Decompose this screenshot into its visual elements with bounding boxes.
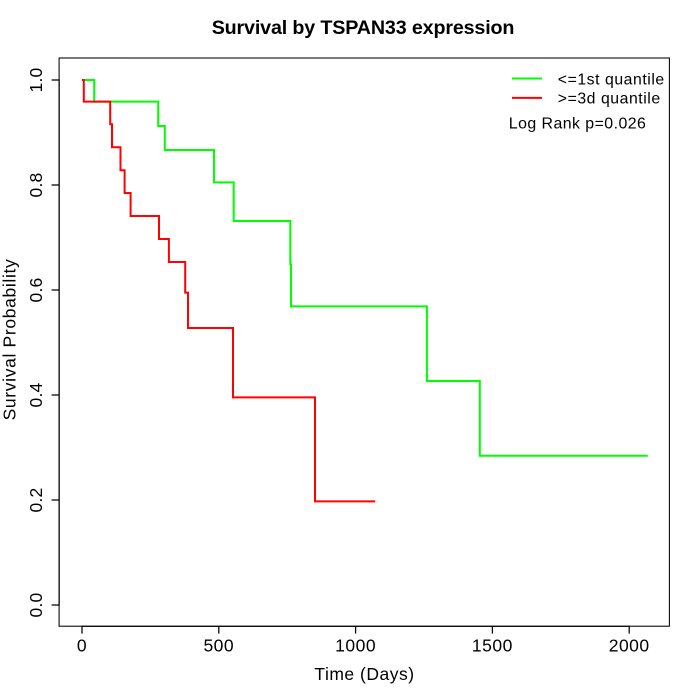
- svg-text:1500: 1500: [472, 636, 513, 656]
- svg-text:1000: 1000: [335, 636, 376, 656]
- svg-text:<=1st quantile: <=1st quantile: [558, 71, 665, 88]
- svg-text:0.2: 0.2: [26, 488, 46, 513]
- svg-text:0: 0: [77, 636, 87, 656]
- svg-text:0.4: 0.4: [26, 382, 46, 407]
- svg-text:500: 500: [203, 636, 234, 656]
- svg-text:Time (Days): Time (Days): [314, 664, 414, 684]
- svg-text:0.8: 0.8: [26, 173, 46, 198]
- svg-text:0.0: 0.0: [26, 592, 46, 617]
- svg-text:Survival Probability: Survival Probability: [0, 259, 20, 421]
- svg-text:2000: 2000: [609, 636, 650, 656]
- svg-text:0.6: 0.6: [26, 278, 46, 303]
- svg-text:Log Rank p=0.026: Log Rank p=0.026: [509, 115, 647, 132]
- svg-text:1.0: 1.0: [26, 67, 46, 92]
- svg-text:Survival by TSPAN33 expression: Survival by TSPAN33 expression: [212, 17, 515, 39]
- svg-text:>=3d quantile: >=3d quantile: [558, 91, 661, 108]
